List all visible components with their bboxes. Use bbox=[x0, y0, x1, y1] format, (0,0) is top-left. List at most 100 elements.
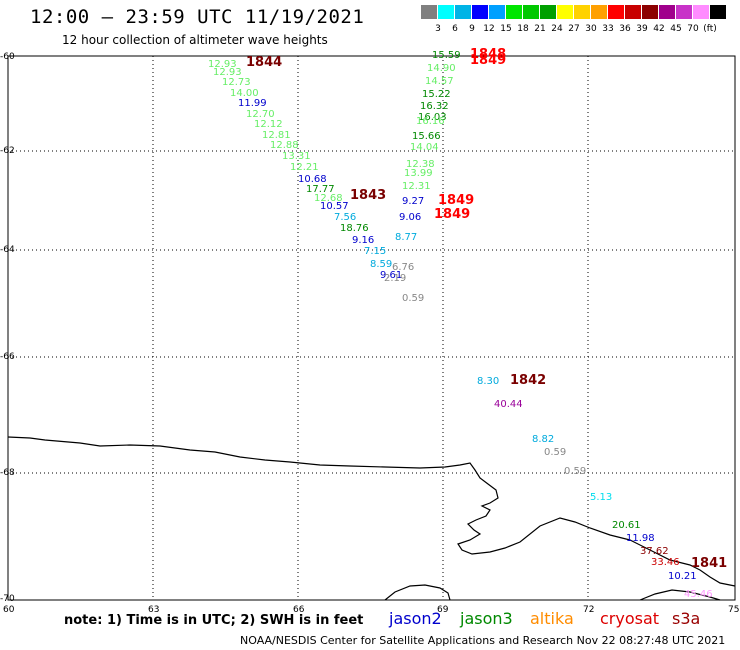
swh-value: 10.68 bbox=[298, 174, 327, 185]
swh-value: 8.59 bbox=[370, 259, 393, 270]
lat-tick-label: -68 bbox=[0, 468, 15, 478]
lon-tick-label: 72 bbox=[583, 605, 595, 615]
swh-value: 0.59 bbox=[564, 466, 587, 477]
colorbar-swatch bbox=[642, 5, 658, 19]
swh-value: 16.16 bbox=[416, 116, 445, 127]
colorbar-swatch bbox=[506, 5, 522, 19]
swh-value: 14.04 bbox=[410, 142, 439, 153]
coastline-south bbox=[384, 584, 451, 601]
swh-value: 9.16 bbox=[352, 235, 375, 246]
colorbar-swatch bbox=[455, 5, 471, 19]
swh-value: 12.88 bbox=[270, 140, 299, 151]
swh-value: 18.76 bbox=[340, 223, 369, 234]
colorbar-label: 39 bbox=[636, 24, 648, 34]
colorbar-swatch bbox=[676, 5, 692, 19]
orbit-number-label: 1843 bbox=[350, 188, 387, 203]
colorbar-label: 27 bbox=[568, 24, 580, 34]
colorbar-label: 42 bbox=[653, 24, 665, 34]
lat-tick-label: -70 bbox=[0, 594, 15, 604]
colorbar-swatch bbox=[574, 5, 590, 19]
swh-value: 10.57 bbox=[320, 201, 349, 212]
satellite-name: jason2 bbox=[389, 609, 442, 628]
swh-value: 12.93 bbox=[208, 59, 237, 70]
colorbar-label: 36 bbox=[619, 24, 631, 34]
swh-value: 8.30 bbox=[477, 376, 500, 387]
colorbar-swatch bbox=[438, 5, 454, 19]
colorbar-swatch bbox=[693, 5, 709, 19]
swh-value: 15.22 bbox=[422, 89, 451, 100]
swh-value: 14.00 bbox=[230, 88, 259, 99]
swh-value: 37.62 bbox=[640, 546, 669, 557]
swh-value: 9.61 bbox=[380, 270, 403, 281]
orbit-number-label: 1849 bbox=[434, 207, 471, 222]
swh-value: 0.59 bbox=[402, 293, 425, 304]
swh-value: 11.98 bbox=[626, 533, 655, 544]
orbit-number-label: 1842 bbox=[510, 373, 547, 388]
swh-value: 9.06 bbox=[399, 212, 422, 223]
swh-value: 11.99 bbox=[238, 98, 267, 109]
swh-value: 5.13 bbox=[590, 492, 613, 503]
swh-value: 8.82 bbox=[532, 434, 555, 445]
colorbar-swatch bbox=[608, 5, 624, 19]
colorbar-swatch bbox=[625, 5, 641, 19]
orbit-number-label: 1848 bbox=[470, 47, 507, 62]
colorbar-label: 3 bbox=[435, 24, 441, 34]
swh-value: 13.31 bbox=[282, 151, 311, 162]
swh-value: 12.73 bbox=[222, 77, 251, 88]
coastline bbox=[7, 436, 736, 587]
swh-value: 12.81 bbox=[262, 130, 291, 141]
swh-value: 8.77 bbox=[395, 232, 418, 243]
swh-value: 12.31 bbox=[402, 181, 431, 192]
swh-value: 14.90 bbox=[427, 63, 456, 74]
swh-value: 10.21 bbox=[668, 571, 697, 582]
colorbar-swatch bbox=[591, 5, 607, 19]
colorbar-swatch bbox=[523, 5, 539, 19]
swh-value: 9.27 bbox=[402, 196, 425, 207]
lon-tick-label: 75 bbox=[728, 605, 740, 615]
colorbar-label: (ft) bbox=[703, 24, 717, 34]
swh-value: 12.68 bbox=[314, 193, 343, 204]
colorbar-swatch bbox=[557, 5, 573, 19]
colorbar-label: 24 bbox=[551, 24, 563, 34]
satellite-name: altika bbox=[530, 609, 574, 628]
swh-value: 12.38 bbox=[406, 159, 435, 170]
colorbar-label: 6 bbox=[452, 24, 458, 34]
gridlines bbox=[8, 56, 735, 600]
coastline-southeast bbox=[639, 589, 721, 601]
colorbar-label: 21 bbox=[534, 24, 546, 34]
colorbar-swatch bbox=[472, 5, 488, 19]
swh-value: 7.15 bbox=[364, 246, 387, 257]
orbit-number-label: 1844 bbox=[246, 55, 283, 70]
lon-tick-label: 63 bbox=[148, 605, 160, 615]
lat-tick-label: -60 bbox=[0, 52, 15, 62]
swh-value: 45.46 bbox=[684, 589, 713, 600]
swh-value: 7.56 bbox=[334, 212, 357, 223]
colorbar-swatch bbox=[710, 5, 726, 19]
swh-value: 14.57 bbox=[425, 76, 454, 87]
orbit-number-label: 1849 bbox=[470, 53, 507, 68]
swh-value: 13.99 bbox=[404, 168, 433, 179]
colorbar-label: 70 bbox=[687, 24, 699, 34]
swh-value: 12.93 bbox=[213, 67, 242, 78]
colorbar-label: 33 bbox=[602, 24, 614, 34]
swh-value: 0.59 bbox=[544, 447, 567, 458]
map-title: 12:00 — 23:59 UTC 11/19/2021 bbox=[30, 6, 365, 28]
lat-tick-label: -66 bbox=[0, 352, 15, 362]
lon-tick-label: 69 bbox=[437, 605, 449, 615]
swh-value: 16.32 bbox=[420, 101, 449, 112]
swh-value: 6.76 bbox=[392, 262, 415, 273]
colorbar-label: 15 bbox=[500, 24, 512, 34]
colorbar-swatch bbox=[540, 5, 556, 19]
colorbar-swatch bbox=[659, 5, 675, 19]
swh-value: 12.70 bbox=[246, 109, 275, 120]
lat-tick-label: -64 bbox=[0, 245, 15, 255]
lat-tick-label: -62 bbox=[0, 146, 15, 156]
colorbar-swatch bbox=[489, 5, 505, 19]
orbit-number-label: 1841 bbox=[691, 556, 728, 571]
map-frame bbox=[7, 55, 736, 601]
credit-line: NOAA/NESDIS Center for Satellite Applica… bbox=[240, 634, 726, 647]
swh-value: 15.66 bbox=[412, 131, 441, 142]
lon-tick-label: 60 bbox=[3, 605, 15, 615]
map-subtitle: 12 hour collection of altimeter wave hei… bbox=[62, 33, 328, 47]
